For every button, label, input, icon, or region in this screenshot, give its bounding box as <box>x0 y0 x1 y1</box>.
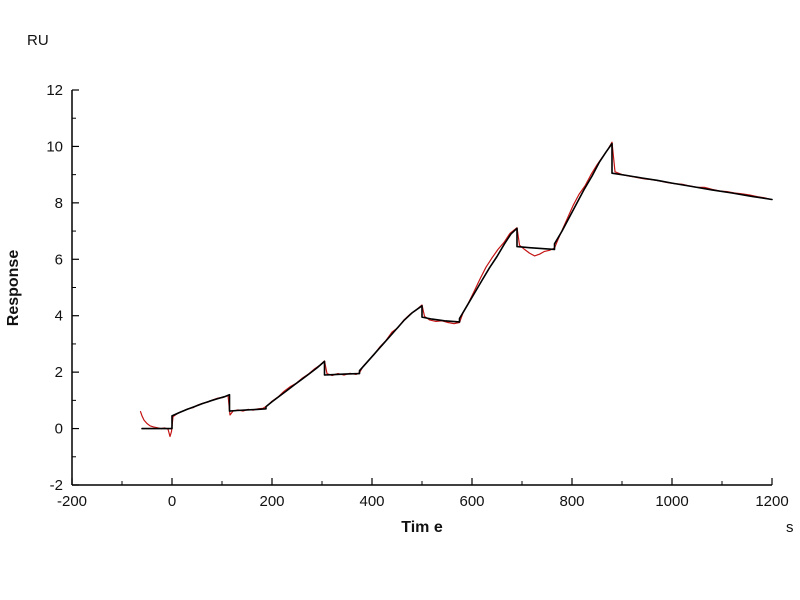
x-tick-label: -200 <box>57 493 87 510</box>
x-tick-label: 1200 <box>755 493 788 510</box>
x-tick-label: 200 <box>259 493 284 510</box>
y-tick-label: 4 <box>55 308 63 325</box>
series-fit <box>141 142 773 430</box>
x-tick-label: 1000 <box>655 493 688 510</box>
y-tick-label: 10 <box>46 138 63 155</box>
x-tick-label: 0 <box>168 493 176 510</box>
y-tick-label: 2 <box>55 364 63 381</box>
x-unit-label: s <box>786 519 794 536</box>
y-unit-label: RU <box>27 32 49 49</box>
y-tick-label: 8 <box>55 195 63 212</box>
x-tick-label: 800 <box>559 493 584 510</box>
y-tick-label: 0 <box>55 421 63 438</box>
x-tick-label: 400 <box>359 493 384 510</box>
y-tick-label: 12 <box>46 82 63 99</box>
y-tick-label: -2 <box>50 477 63 494</box>
y-axis-title: Response <box>5 249 22 327</box>
x-tick-label: 600 <box>459 493 484 510</box>
series-experimental <box>139 141 772 438</box>
x-axis-title: Tim e <box>401 519 443 536</box>
y-tick-label: 6 <box>55 251 63 268</box>
